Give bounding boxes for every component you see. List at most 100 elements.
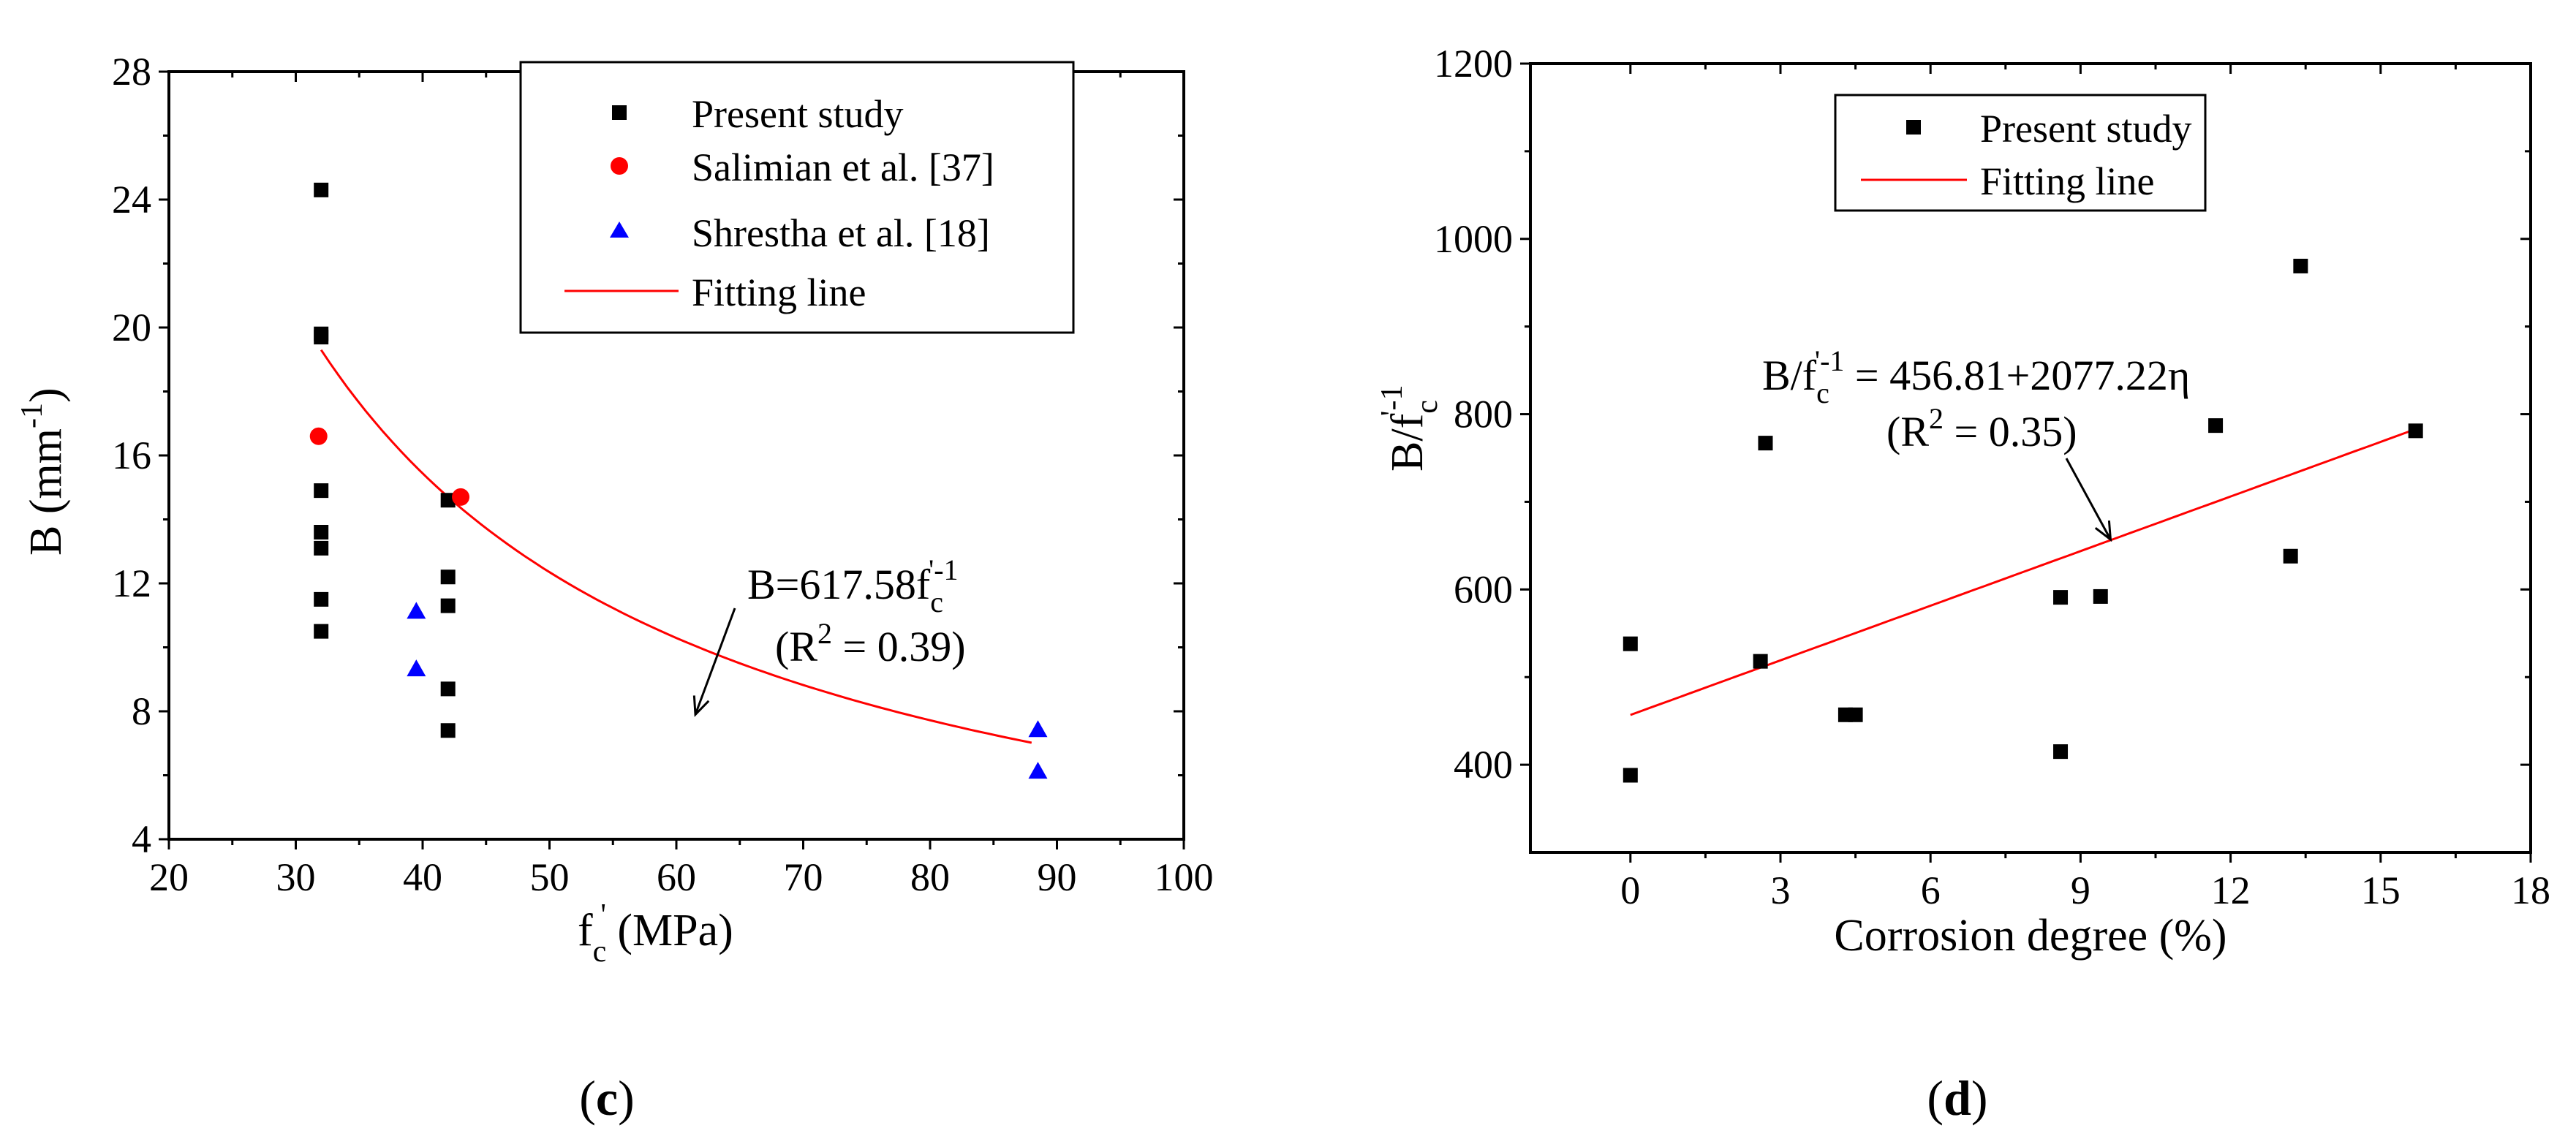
c-x-tick-label: 100 xyxy=(1155,855,1214,899)
panel-c-chart: 20 30 40 50 60 70 80 90 100 4 8 12 16 20 24 28 Present… xyxy=(15,50,1214,1126)
d-y-tick-label: 1200 xyxy=(1434,42,1513,86)
c-y-tick-label: 20 xyxy=(112,306,151,349)
c-point-present xyxy=(314,483,329,499)
d-legend-marker-present xyxy=(1906,120,1921,135)
d-y-tick-label: 1000 xyxy=(1434,217,1513,261)
d-y-axis-title-sup: '-1 xyxy=(1375,385,1409,417)
c-x-axis-title-main: f xyxy=(578,906,593,955)
c-x-tick-label: 30 xyxy=(276,855,316,899)
c-annotation-arrow xyxy=(692,607,736,717)
c-x-ticks: 20 30 40 50 60 70 80 90 100 xyxy=(149,72,1214,899)
c-y-axis-title: B (mm-1) xyxy=(15,387,71,556)
d-legend-label-fitting: Fitting line xyxy=(1980,159,2155,203)
c-r2-sup: 2 xyxy=(817,617,832,650)
d-r2: (R2 = 0.35) xyxy=(1886,402,2077,455)
d-x-tick-label: 12 xyxy=(2211,868,2251,912)
c-fitting-line xyxy=(320,349,1032,744)
c-equation-sup: '-1 xyxy=(929,553,959,586)
c-point-present xyxy=(440,681,456,697)
c-point-shrestha xyxy=(407,602,426,619)
c-legend-marker-shrestha xyxy=(610,222,629,238)
d-r2-sup: 2 xyxy=(1929,402,1944,435)
d-equation-rest: = 456.81+2077.22η xyxy=(1844,352,2190,399)
c-fitting-line-group xyxy=(320,349,1032,744)
d-y-tick-label: 600 xyxy=(1454,567,1513,611)
d-y-tick-label: 800 xyxy=(1454,393,1513,436)
d-arrow-head xyxy=(2094,520,2112,542)
d-r2-rest: = 0.35) xyxy=(1944,408,2077,455)
c-point-shrestha xyxy=(407,659,426,677)
d-legend: Present study Fitting line xyxy=(1834,94,2207,212)
c-panel-label: (c) xyxy=(579,1070,635,1126)
d-data-points xyxy=(1623,258,2423,783)
d-y-tick-label: 400 xyxy=(1454,743,1513,787)
c-x-axis-title-sup: ' xyxy=(600,898,606,932)
d-plot-frame xyxy=(1529,62,2532,854)
c-point-present xyxy=(314,182,329,197)
c-point-present xyxy=(314,540,329,556)
d-x-tick-label: 3 xyxy=(1771,868,1791,912)
d-equation-sup: '-1 xyxy=(1815,344,1845,377)
c-x-tick-label: 50 xyxy=(530,855,570,899)
d-arrow-shaft xyxy=(2065,458,2112,540)
c-x-tick-label: 80 xyxy=(910,855,950,899)
c-y-tick-label: 12 xyxy=(112,561,151,605)
c-legend-label-fitting: Fitting line xyxy=(692,270,866,314)
c-point-present xyxy=(314,624,329,639)
d-point-present xyxy=(2093,588,2108,604)
c-point-shrestha xyxy=(1028,762,1048,779)
c-legend-marker-salimian xyxy=(611,157,628,175)
c-equation: B=617.58fc'-1 xyxy=(747,553,959,618)
c-panel-letter: c xyxy=(596,1070,618,1126)
c-y-tick-label: 28 xyxy=(112,50,151,94)
c-equation-main: B=617.58f xyxy=(747,561,931,608)
c-legend-label-salimian: Salimian et al. [37] xyxy=(692,145,994,189)
c-y-tick-label: 4 xyxy=(132,817,151,861)
d-x-tick-label: 0 xyxy=(1620,868,1640,912)
c-annotation: B=617.58fc'-1 (R2 = 0.39) xyxy=(692,553,966,717)
c-r2-rest: = 0.39) xyxy=(832,623,966,670)
c-point-present xyxy=(440,598,456,613)
c-y-axis-title-close: ) xyxy=(21,387,71,403)
c-y-axis-title-main: B (mm xyxy=(21,428,71,556)
c-x-tick-label: 90 xyxy=(1038,855,1077,899)
d-point-present xyxy=(2293,258,2308,273)
c-x-axis-title-unit: (MPa) xyxy=(606,906,733,955)
c-legend-marker-present xyxy=(612,105,627,120)
d-r2-open: (R xyxy=(1886,408,1929,455)
d-point-present xyxy=(1753,654,1768,669)
c-x-tick-label: 20 xyxy=(149,855,189,899)
d-x-ticks: 0 3 6 9 12 15 18 xyxy=(1620,64,2550,912)
c-y-tick-label: 8 xyxy=(132,689,151,733)
c-x-axis-title: fc' (MPa) xyxy=(578,898,733,969)
c-point-salimian xyxy=(309,427,328,445)
c-point-present xyxy=(314,591,329,607)
c-r2: (R2 = 0.39) xyxy=(775,617,966,670)
c-x-tick-label: 70 xyxy=(784,855,823,899)
d-equation-main: B/f xyxy=(1762,352,1817,399)
d-x-tick-label: 9 xyxy=(2071,868,2090,912)
d-x-tick-label: 18 xyxy=(2511,868,2550,912)
c-legend-label-present: Present study xyxy=(692,92,904,136)
c-equation-sub: c xyxy=(930,586,943,618)
d-point-present xyxy=(2053,590,2069,605)
d-point-present xyxy=(1758,436,1773,451)
panel-d-chart: 0 3 6 9 12 15 18 400 600 800 1000 1200 Present stu… xyxy=(1375,42,2550,1126)
c-arrow-shaft xyxy=(694,607,736,715)
c-point-present xyxy=(314,525,329,540)
c-point-present xyxy=(440,569,456,585)
d-panel-label: (d) xyxy=(1927,1070,1987,1126)
d-legend-label-present: Present study xyxy=(1980,107,2192,151)
d-annotation: B/fc'-1 = 456.81+2077.22η (R2 = 0.35) xyxy=(1762,344,2190,542)
d-y-axis-title-main: B/f xyxy=(1383,413,1432,472)
d-x-tick-label: 15 xyxy=(2361,868,2401,912)
d-point-present xyxy=(1623,768,1638,783)
c-y-ticks: 4 8 12 16 20 24 28 xyxy=(112,50,1184,861)
d-y-axis-title: B/fc'-1 xyxy=(1375,385,1444,472)
c-x-tick-label: 60 xyxy=(657,855,696,899)
d-fitting-line-group xyxy=(1630,428,2417,716)
c-legend-label-shrestha: Shrestha et al. [18] xyxy=(692,211,990,255)
c-point-salimian xyxy=(452,488,470,506)
c-point-present xyxy=(314,326,329,341)
